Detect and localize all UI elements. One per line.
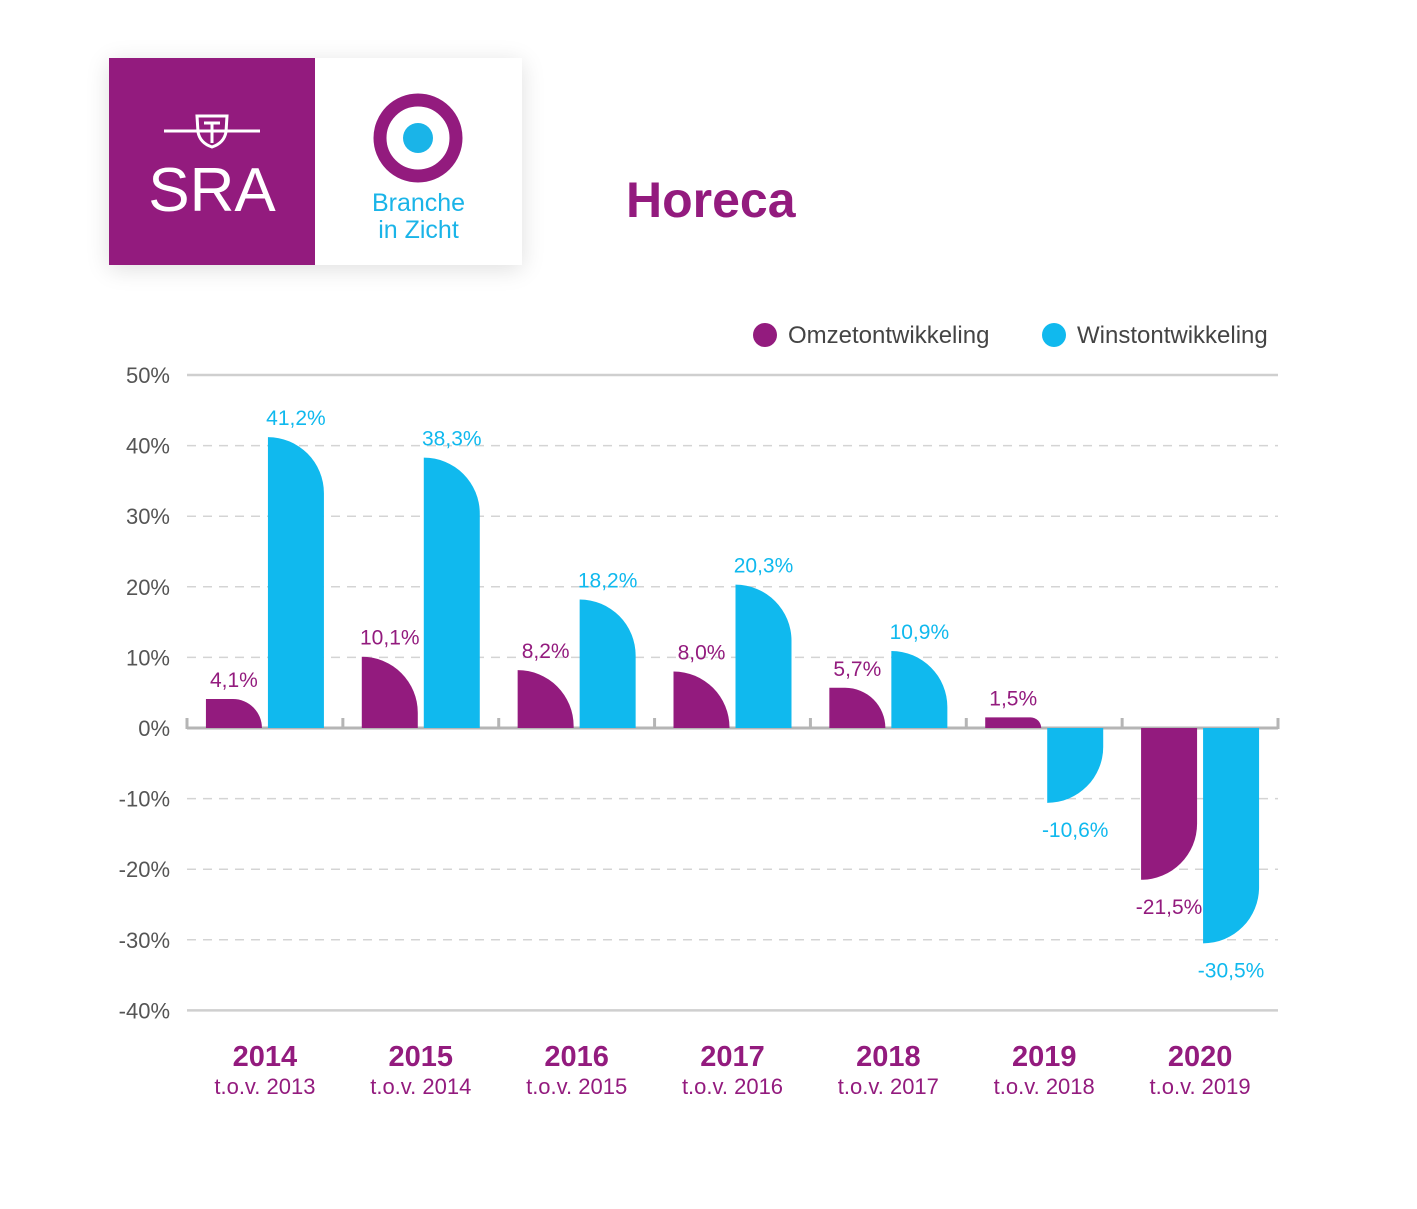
data-label-omzet: 1,5%	[989, 687, 1037, 710]
data-label-omzet: 10,1%	[360, 627, 420, 650]
bar-winst	[735, 584, 792, 728]
category-year-label: 2016	[544, 1041, 609, 1073]
bar-winst	[891, 651, 948, 728]
bar-omzet	[1141, 728, 1198, 880]
y-tick-label: 0%	[138, 716, 170, 741]
y-tick-label: 50%	[126, 363, 170, 388]
sra-logo-text: SRA	[148, 156, 276, 225]
bar-omzet	[517, 670, 574, 728]
sra-logo: SRA	[109, 58, 315, 265]
legend-label-winst: Winstontwikkeling	[1077, 322, 1268, 349]
legend-marker-winst	[1042, 323, 1066, 347]
category-year-label: 2018	[856, 1041, 921, 1073]
category-year-label: 2017	[700, 1041, 765, 1073]
category-sub-label: t.o.v. 2013	[214, 1074, 315, 1099]
data-label-omzet: 5,7%	[833, 658, 881, 681]
bar-winst	[267, 437, 324, 728]
bar-winst	[1203, 728, 1260, 944]
bar-omzet	[985, 717, 1042, 728]
category-sub-label: t.o.v. 2016	[682, 1074, 783, 1099]
category-sub-label: t.o.v. 2018	[994, 1074, 1095, 1099]
data-label-winst: 10,9%	[890, 621, 950, 644]
y-tick-label: -20%	[119, 857, 170, 882]
biz-line-2: in Zicht	[378, 216, 459, 244]
logo-block: SRA Branche in Zicht	[109, 58, 522, 265]
category-sub-label: t.o.v. 2019	[1150, 1074, 1251, 1099]
data-label-winst: 20,3%	[734, 555, 794, 578]
legend-label-omzet: Omzetontwikkeling	[788, 322, 989, 349]
data-label-omzet: 8,2%	[522, 640, 570, 663]
category-sub-label: t.o.v. 2017	[838, 1074, 939, 1099]
bar-omzet	[361, 656, 418, 728]
legend-marker-omzet	[753, 323, 777, 347]
data-label-winst: -10,6%	[1042, 819, 1109, 842]
data-label-winst: 38,3%	[422, 428, 482, 451]
category-year-label: 2020	[1168, 1041, 1233, 1073]
y-tick-label: -40%	[119, 998, 170, 1023]
y-tick-label: -10%	[119, 787, 170, 812]
category-year-label: 2019	[1012, 1041, 1077, 1073]
y-tick-label: 20%	[126, 575, 170, 600]
y-tick-label: 10%	[126, 645, 170, 670]
bar-omzet	[673, 671, 730, 728]
data-label-winst: 18,2%	[578, 570, 638, 593]
biz-line-1: Branche	[371, 189, 466, 217]
category-sub-label: t.o.v. 2014	[370, 1074, 471, 1099]
bar-winst	[423, 457, 480, 728]
data-label-omzet: 8,0%	[678, 642, 726, 665]
category-sub-label: t.o.v. 2015	[526, 1074, 627, 1099]
branche-in-zicht-logo: Branche in Zicht	[315, 58, 522, 265]
bars-layer	[205, 437, 1260, 944]
bar-winst	[1047, 728, 1104, 803]
y-tick-label: 30%	[126, 504, 170, 529]
category-year-label: 2015	[389, 1041, 454, 1073]
data-label-winst: -30,5%	[1198, 959, 1265, 982]
y-tick-label: -30%	[119, 928, 170, 953]
data-label-omzet: 4,1%	[210, 669, 258, 692]
bar-omzet	[205, 699, 262, 728]
branche-in-zicht-text: Branche in Zicht	[315, 190, 522, 244]
legend: Omzetontwikkeling Winstontwikkeling	[753, 322, 1268, 349]
target-icon	[373, 93, 463, 183]
y-tick-label: 40%	[126, 434, 170, 459]
data-label-winst: 41,2%	[266, 407, 326, 430]
category-year-label: 2014	[233, 1041, 298, 1073]
bar-omzet	[829, 687, 886, 728]
data-label-omzet: -21,5%	[1136, 896, 1203, 919]
bar-winst	[579, 599, 636, 728]
page-title: Horeca	[626, 172, 796, 228]
shield-emblem-icon	[164, 114, 260, 149]
